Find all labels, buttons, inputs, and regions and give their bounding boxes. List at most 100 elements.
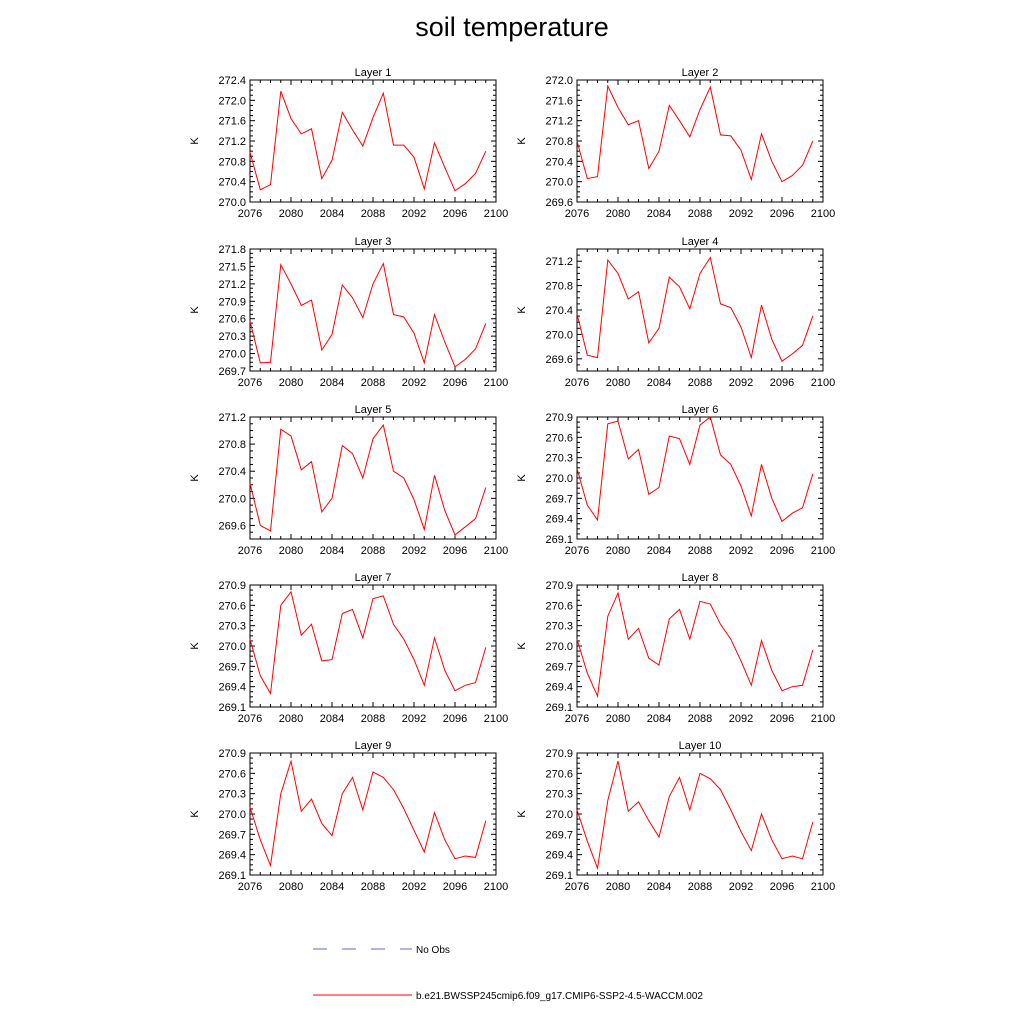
y-tick-label: 270.0 [545,473,573,485]
x-tick-label: 2084 [320,377,344,389]
y-tick-label: 269.7 [545,661,573,673]
y-tick-label: 270.0 [545,177,573,189]
x-tick-label: 2100 [484,208,508,220]
y-tick-label: 269.7 [218,661,246,673]
y-tick-label: 270.0 [218,641,246,653]
y-tick-label: 272.4 [218,75,246,87]
x-tick-label: 2100 [811,881,835,893]
y-tick-label: 270.0 [218,197,246,209]
x-tick-label: 2084 [320,208,344,220]
y-tick-label: 269.4 [218,682,246,694]
x-tick-label: 2084 [647,713,671,725]
x-tick-label: 2092 [729,208,753,220]
x-tick-label: 2100 [811,713,835,725]
y-axis-label: K [189,137,201,145]
legend-label-model: b.e21.BWSSP245cmip6.f09_g17.CMIP6-SSP2-4… [416,991,703,1002]
x-tick-label: 2096 [443,881,467,893]
x-tick-label: 2080 [606,713,630,725]
x-tick-label: 2080 [279,208,303,220]
plot-frame [576,752,824,876]
y-tick-label: 270.9 [218,580,246,592]
y-tick-label: 270.0 [545,641,573,653]
y-axis-label: K [189,474,201,482]
y-tick-label: 270.9 [545,748,573,760]
y-tick-label: 269.7 [218,829,246,841]
x-tick-label: 2088 [688,881,712,893]
y-tick-label: 270.3 [545,453,573,465]
y-tick-label: 271.2 [218,412,246,424]
x-tick-label: 2092 [729,545,753,557]
x-tick-label: 2096 [770,377,794,389]
y-tick-label: 269.6 [545,197,573,209]
series-line [576,760,814,871]
x-tick-label: 2100 [484,545,508,557]
y-tick-label: 270.4 [218,177,246,189]
x-tick-label: 2088 [361,881,385,893]
y-tick-label: 269.6 [218,520,246,532]
x-tick-label: 2080 [606,545,630,557]
y-tick-label: 271.2 [218,136,246,148]
y-tick-label: 269.1 [218,870,246,882]
series-line [576,416,814,523]
x-tick-label: 2088 [688,208,712,220]
panel-title: Layer 1 [355,67,392,79]
panel-title: Layer 8 [682,572,719,584]
x-tick-label: 2100 [484,881,508,893]
y-tick-label: 271.6 [545,95,573,107]
y-tick-label: 270.8 [218,439,246,451]
x-tick-label: 2100 [484,377,508,389]
panel-title: Layer 10 [679,740,722,752]
x-tick-label: 2100 [811,545,835,557]
y-tick-label: 270.9 [218,748,246,760]
y-tick-label: 272.0 [218,95,246,107]
x-tick-label: 2076 [238,208,262,220]
x-tick-label: 2092 [729,881,753,893]
y-axis-label: K [189,306,201,314]
x-tick-label: 2088 [361,208,385,220]
x-tick-label: 2088 [688,545,712,557]
panel-title: Layer 9 [355,740,392,752]
y-tick-label: 269.1 [545,870,573,882]
y-tick-label: 270.4 [545,156,573,168]
series-line [576,591,814,699]
x-tick-label: 2084 [647,377,671,389]
plot-frame [249,752,497,876]
x-tick-label: 2092 [402,881,426,893]
y-axis-label: K [189,810,201,818]
y-axis-label: K [189,642,201,650]
x-tick-label: 2076 [238,881,262,893]
y-tick-label: 270.4 [545,305,573,317]
x-tick-label: 2084 [647,881,671,893]
panel-title: Layer 3 [355,236,392,248]
y-tick-label: 270.6 [218,600,246,612]
x-tick-label: 2076 [565,881,589,893]
x-tick-label: 2076 [565,713,589,725]
y-tick-label: 270.6 [545,600,573,612]
y-tick-label: 269.4 [545,682,573,694]
y-tick-label: 270.6 [545,768,573,780]
plot-frame [249,79,497,203]
y-tick-label: 270.3 [545,621,573,633]
panel-title: Layer 5 [355,404,392,416]
x-tick-label: 2092 [402,208,426,220]
y-tick-label: 271.5 [218,261,246,273]
y-tick-label: 270.3 [218,331,246,343]
x-tick-label: 2080 [606,881,630,893]
y-tick-label: 270.6 [218,314,246,326]
x-tick-label: 2088 [361,377,385,389]
y-axis-label: K [516,306,528,314]
x-tick-label: 2100 [811,377,835,389]
x-tick-label: 2092 [402,377,426,389]
series-line [249,261,487,368]
y-tick-label: 270.8 [545,281,573,293]
x-tick-label: 2096 [770,208,794,220]
x-tick-label: 2084 [320,881,344,893]
x-tick-label: 2084 [320,713,344,725]
y-tick-label: 270.0 [218,809,246,821]
y-tick-label: 269.1 [218,702,246,714]
plot-frame [576,416,824,540]
x-tick-label: 2096 [443,545,467,557]
y-tick-label: 271.8 [218,244,246,256]
y-tick-label: 269.7 [545,493,573,505]
